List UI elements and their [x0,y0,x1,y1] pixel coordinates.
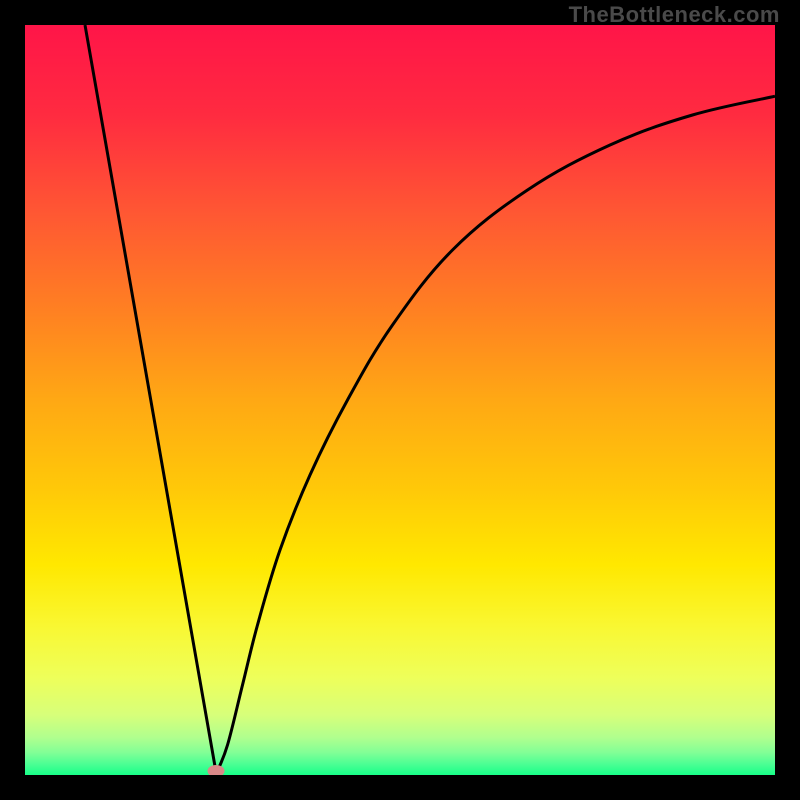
plot-area [25,25,775,775]
bottleneck-curve [25,25,775,775]
minimum-point-marker [208,765,225,775]
watermark-text: TheBottleneck.com [569,2,780,28]
